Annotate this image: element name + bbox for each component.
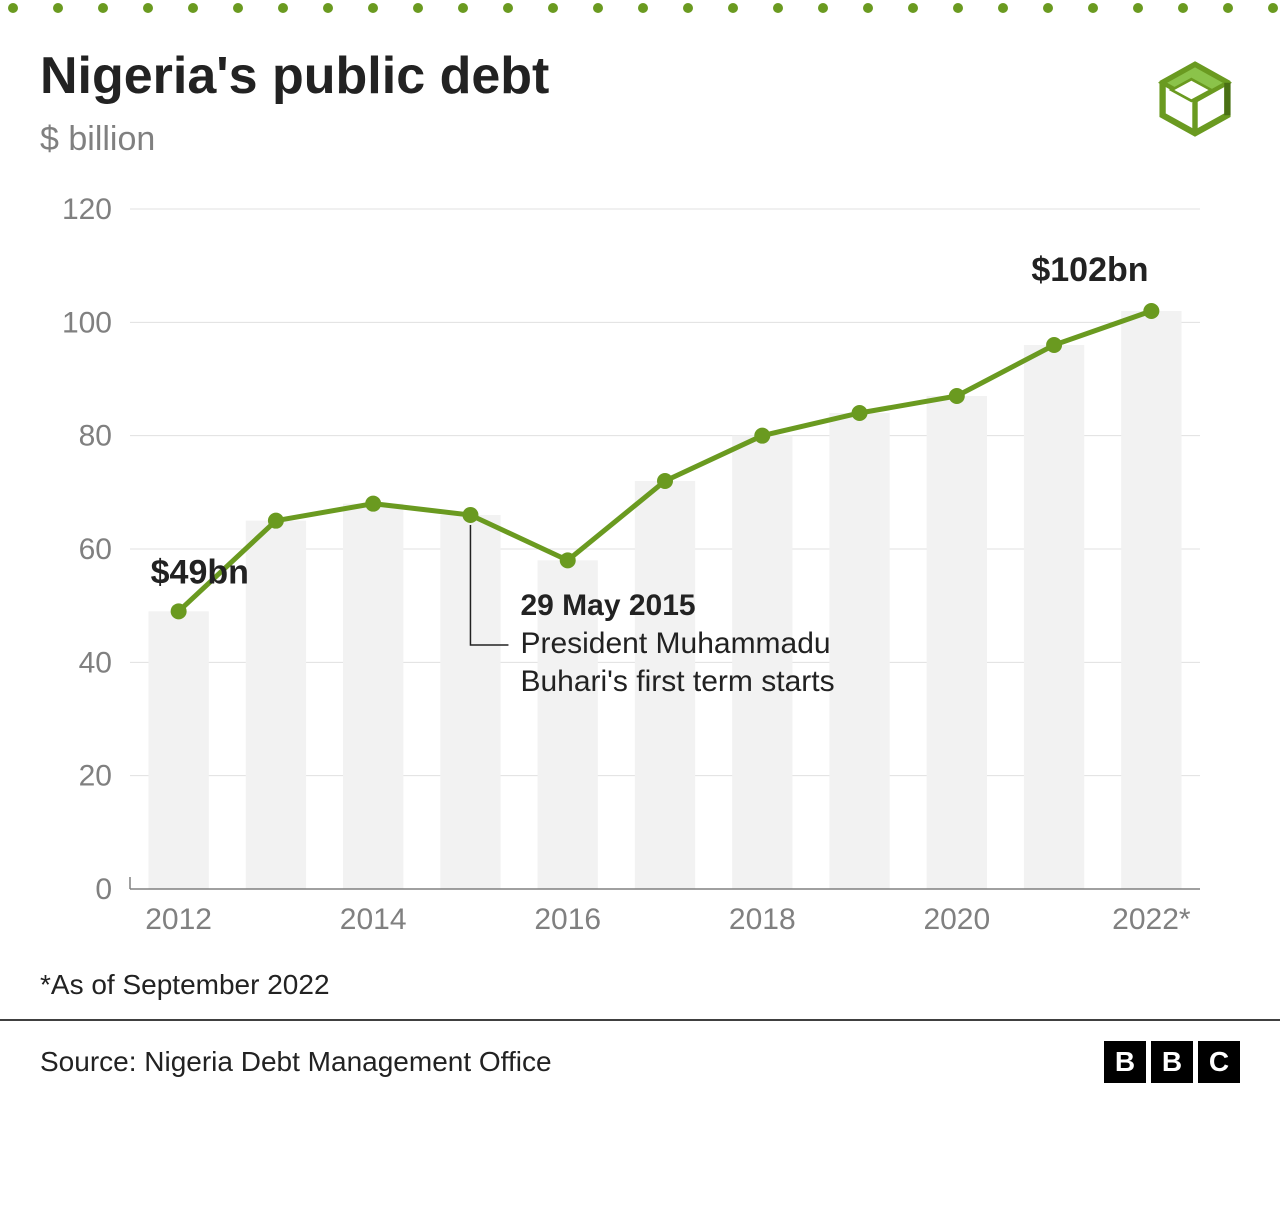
decorative-dot [278,3,288,13]
bbc-logo: BBC [1104,1041,1240,1083]
x-axis-tick-label: 2018 [729,903,796,936]
background-bar [246,521,306,889]
data-point [754,428,770,444]
chart-title: Nigeria's public debt [40,46,1150,106]
y-axis-tick-label: 20 [79,760,112,793]
background-bar [927,396,987,889]
decorative-dot [683,3,693,13]
brand-logo-icon [1150,54,1240,144]
bbc-letter-box: B [1104,1041,1146,1083]
decorative-dot [818,3,828,13]
data-point [560,552,576,568]
x-axis-tick-label: 2012 [145,903,212,936]
y-axis-tick-label: 60 [79,533,112,566]
chart-footnote: *As of September 2022 [0,959,1280,1019]
decorative-dot [1268,3,1278,13]
chart-footer: Source: Nigeria Debt Management Office B… [0,1021,1280,1113]
annotation-body-line1: President Muhammadu [520,627,830,660]
decorative-dot [908,3,918,13]
data-point [1046,337,1062,353]
y-axis-tick-label: 120 [62,193,112,226]
decorative-dot [773,3,783,13]
chart-svg: 0 20 40 60 80 100 120 2012 2014 2016 2018 2020 2022*… [40,189,1240,949]
decorative-dot [1133,3,1143,13]
decorative-dot [593,3,603,13]
chart-subtitle: $ billion [40,120,1150,159]
annotation-body-line2: Buhari's first term starts [520,665,834,698]
decorative-dot [503,3,513,13]
data-point [462,507,478,523]
data-point [949,388,965,404]
chart-container: Nigeria's public debt $ billion 0 20 40 60 8… [0,0,1280,1113]
background-bar [1024,345,1084,889]
decorative-dot [998,3,1008,13]
last-point-label: $102bn [1031,251,1148,289]
bbc-letter-box: B [1151,1041,1193,1083]
background-bar [732,436,792,889]
x-axis-tick-label: 2016 [534,903,601,936]
decorative-dot [368,3,378,13]
data-point [365,496,381,512]
title-block: Nigeria's public debt $ billion [40,46,1150,159]
data-point [657,473,673,489]
data-point [852,405,868,421]
background-bar [343,504,403,889]
chart-header: Nigeria's public debt $ billion [0,16,1280,159]
decorative-dot [143,3,153,13]
decorative-dot [1178,3,1188,13]
decorative-dot [188,3,198,13]
data-point [1143,303,1159,319]
source-text: Source: Nigeria Debt Management Office [40,1046,552,1078]
decorative-dot [233,3,243,13]
annotation-title: 29 May 2015 [520,589,695,622]
data-point [171,603,187,619]
decorative-dot [53,3,63,13]
decorative-dot [8,3,18,13]
background-bar [829,413,889,889]
decorative-dot [458,3,468,13]
y-axis-tick-label: 100 [62,306,112,339]
bbc-letter-box: C [1198,1041,1240,1083]
chart-plot-area: 0 20 40 60 80 100 120 2012 2014 2016 2018 2020 2022*… [40,189,1240,949]
dotted-top-border [0,0,1280,16]
y-axis-tick-label: 40 [79,646,112,679]
decorative-dot [1223,3,1233,13]
x-axis-tick-label: 2014 [340,903,407,936]
decorative-dot [548,3,558,13]
decorative-dot [863,3,873,13]
y-axis-tick-label: 0 [95,873,112,906]
data-point [268,513,284,529]
decorative-dot [1043,3,1053,13]
decorative-dot [728,3,738,13]
background-bar [148,611,208,889]
y-axis-tick-label: 80 [79,420,112,453]
decorative-dot [953,3,963,13]
decorative-dot [1088,3,1098,13]
x-axis-tick-label: 2022* [1112,903,1191,936]
decorative-dot [323,3,333,13]
decorative-dot [638,3,648,13]
background-bar [1121,311,1181,889]
decorative-dot [413,3,423,13]
x-axis-tick-label: 2020 [923,903,990,936]
first-point-label: $49bn [151,553,249,591]
decorative-dot [98,3,108,13]
